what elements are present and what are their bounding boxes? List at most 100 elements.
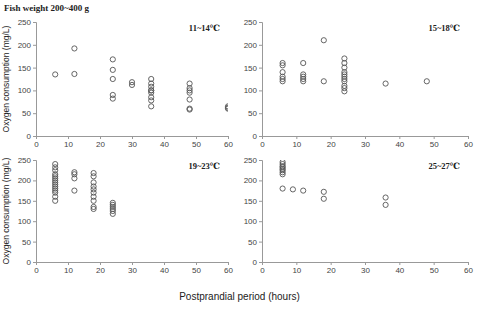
- x-tick-label: 50: [192, 266, 201, 275]
- point: [321, 38, 326, 43]
- x-tick: 40: [160, 262, 169, 275]
- point: [342, 89, 347, 94]
- y-tick-label: 0: [27, 258, 32, 267]
- y-tick-mark: [259, 242, 262, 243]
- x-tick-mark: [100, 136, 101, 139]
- point: [301, 188, 306, 193]
- x-tick-label: 30: [361, 266, 370, 275]
- y-axis: 050100150200250: [244, 156, 263, 267]
- point: [110, 76, 115, 81]
- y-tick-label: 100: [244, 86, 258, 95]
- y-tick-mark: [33, 68, 36, 69]
- x-tick: 60: [464, 136, 473, 149]
- x-tick-mark: [132, 262, 133, 265]
- x-tick-label: 50: [192, 140, 201, 149]
- y-tick-mark: [33, 160, 36, 161]
- x-tick-mark: [228, 136, 229, 139]
- x-tick-mark: [164, 262, 165, 265]
- x-tick-label: 0: [260, 266, 265, 275]
- points: [280, 160, 388, 207]
- point: [280, 79, 285, 84]
- point: [149, 88, 154, 93]
- point: [290, 187, 295, 192]
- y-tick: 150: [244, 197, 262, 206]
- point: [91, 206, 96, 211]
- x-tick-label: 40: [395, 140, 404, 149]
- x-axis-line: [37, 137, 229, 140]
- y-tick-mark: [259, 22, 262, 23]
- x-tick: 0: [34, 262, 39, 275]
- y-tick-label: 250: [244, 18, 258, 27]
- point: [383, 81, 388, 86]
- point: [280, 186, 285, 191]
- x-tick-label: 50: [430, 140, 439, 149]
- y-tick: 100: [244, 217, 262, 226]
- point: [110, 96, 115, 101]
- x-tick-label: 0: [34, 140, 39, 149]
- x-tick: 20: [327, 262, 336, 275]
- y-axis-line: [33, 161, 37, 263]
- x-tick-label: 10: [64, 266, 73, 275]
- x-tick: 10: [292, 262, 301, 275]
- x-axis-line: [263, 263, 469, 266]
- x-tick-label: 40: [160, 140, 169, 149]
- point: [280, 63, 285, 68]
- panel: 010203040506005010015020025019~23℃Oxygen…: [1, 156, 233, 275]
- y-tick-label: 100: [18, 86, 32, 95]
- y-axis-line: [259, 23, 263, 137]
- y-tick-label: 100: [244, 217, 258, 226]
- point: [424, 79, 429, 84]
- x-axis: 0102030405060: [34, 136, 233, 149]
- x-tick-label: 30: [128, 140, 137, 149]
- y-tick-label: 150: [244, 197, 258, 206]
- y-tick: 50: [248, 238, 262, 247]
- y-tick: 0: [27, 132, 36, 141]
- point: [301, 60, 306, 65]
- y-tick-label: 50: [248, 238, 257, 247]
- x-tick-label: 60: [464, 266, 473, 275]
- y-tick-label: 0: [253, 132, 258, 141]
- x-tick-label: 60: [224, 140, 233, 149]
- panel-title: 11~14℃: [189, 23, 220, 33]
- point: [110, 57, 115, 62]
- y-tick-mark: [33, 90, 36, 91]
- y-axis-line: [259, 161, 263, 263]
- panel: 010203040506005010015020025011~14℃Oxygen…: [1, 18, 233, 149]
- y-tick-label: 200: [244, 176, 258, 185]
- x-tick: 30: [361, 136, 370, 149]
- x-tick: 30: [361, 262, 370, 275]
- point: [187, 106, 192, 111]
- x-tick: 30: [128, 262, 137, 275]
- x-axis-line: [263, 137, 469, 140]
- point: [383, 195, 388, 200]
- y-tick-label: 150: [18, 64, 32, 73]
- y-tick: 100: [244, 86, 262, 95]
- point: [225, 106, 228, 111]
- y-tick-mark: [33, 22, 36, 23]
- x-axis: 0102030405060: [260, 136, 473, 149]
- y-tick-mark: [259, 201, 262, 202]
- point: [280, 172, 285, 177]
- x-tick-label: 50: [430, 266, 439, 275]
- y-tick-label: 100: [18, 217, 32, 226]
- x-tick: 60: [224, 262, 233, 275]
- x-tick-label: 20: [327, 266, 336, 275]
- x-tick-mark: [68, 136, 69, 139]
- y-tick-label: 150: [18, 197, 32, 206]
- y-tick: 0: [253, 258, 262, 267]
- y-tick-label: 250: [18, 18, 32, 27]
- y-tick-label: 250: [18, 156, 32, 165]
- point: [321, 79, 326, 84]
- y-tick-label: 50: [22, 238, 31, 247]
- point: [91, 198, 96, 203]
- y-tick: 150: [18, 197, 36, 206]
- x-tick-mark: [68, 262, 69, 265]
- x-tick-label: 10: [292, 266, 301, 275]
- y-tick-mark: [259, 90, 262, 91]
- x-tick-label: 30: [128, 266, 137, 275]
- x-tick: 0: [260, 136, 265, 149]
- x-tick-label: 0: [34, 266, 39, 275]
- x-axis: 0102030405060: [34, 262, 233, 275]
- y-tick-mark: [33, 221, 36, 222]
- x-tick-mark: [365, 262, 366, 265]
